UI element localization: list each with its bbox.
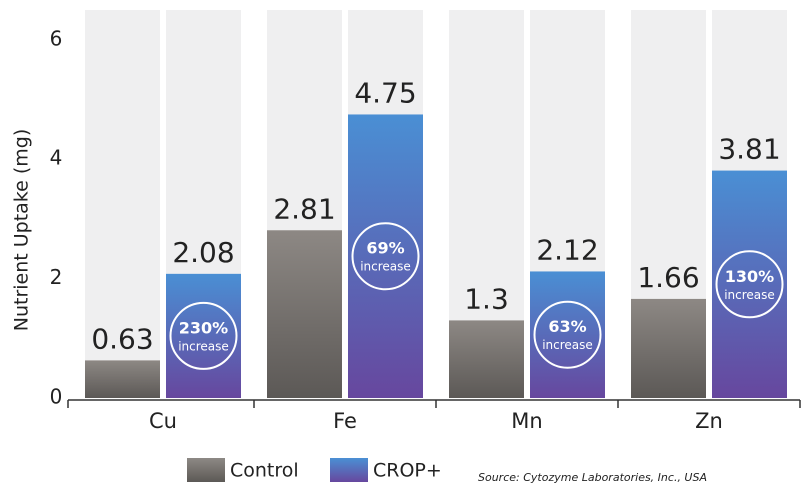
annotation-circle bbox=[533, 300, 602, 369]
annotation-percent: 130% bbox=[725, 267, 774, 286]
bar-shade bbox=[449, 320, 524, 398]
annotation-circle bbox=[169, 301, 238, 370]
data-label: 0.63 bbox=[91, 322, 153, 355]
y-tick-label: 2 bbox=[50, 265, 63, 289]
plot: 0 2 4 6 Cu 0.63 2.08 230% increase Fe 2.81 4.75 69% i… bbox=[50, 26, 801, 482]
y-axis-title: Nutrient Uptake (mg) bbox=[11, 129, 33, 332]
data-label: 2.81 bbox=[273, 192, 335, 225]
x-tick-label: Cu bbox=[149, 409, 177, 433]
data-label: 3.81 bbox=[718, 133, 780, 166]
annotation-percent: 63% bbox=[548, 317, 586, 336]
bar-shade bbox=[530, 271, 605, 398]
data-label: 4.75 bbox=[354, 76, 416, 109]
bar-shade bbox=[85, 360, 160, 398]
annotation-circle bbox=[715, 250, 784, 319]
data-label: 2.12 bbox=[536, 233, 598, 266]
x-tick-label: Fe bbox=[333, 409, 357, 433]
legend-label: Control bbox=[230, 460, 299, 482]
data-label: 1.66 bbox=[637, 261, 699, 294]
background-column bbox=[85, 10, 160, 398]
bar-shade bbox=[348, 114, 423, 398]
source-note: Source: Cytozyme Laboratories, Inc., USA bbox=[478, 471, 707, 483]
bar-shade bbox=[166, 273, 241, 398]
data-label: 1.3 bbox=[464, 282, 509, 315]
bar-shade bbox=[631, 298, 706, 398]
annotation-text: increase bbox=[542, 338, 593, 352]
annotation-text: increase bbox=[724, 288, 775, 302]
bar-shade bbox=[712, 170, 787, 398]
annotation-text: increase bbox=[178, 339, 229, 353]
annotation-circle bbox=[351, 222, 420, 291]
x-tick-label: Zn bbox=[695, 409, 723, 433]
y-tick-label: 6 bbox=[50, 26, 63, 50]
annotation-percent: 69% bbox=[366, 239, 404, 258]
legend-swatch-shade bbox=[187, 458, 225, 482]
bar-shade bbox=[267, 230, 342, 398]
legend-swatch-shade bbox=[330, 458, 368, 482]
legend-label: CROP+ bbox=[373, 460, 442, 482]
x-tick-label: Mn bbox=[511, 409, 542, 433]
data-label: 2.08 bbox=[172, 236, 234, 269]
y-tick-label: 0 bbox=[50, 385, 63, 409]
annotation-percent: 230% bbox=[179, 318, 228, 337]
y-tick-label: 4 bbox=[50, 146, 63, 170]
annotation-text: increase bbox=[360, 260, 411, 274]
